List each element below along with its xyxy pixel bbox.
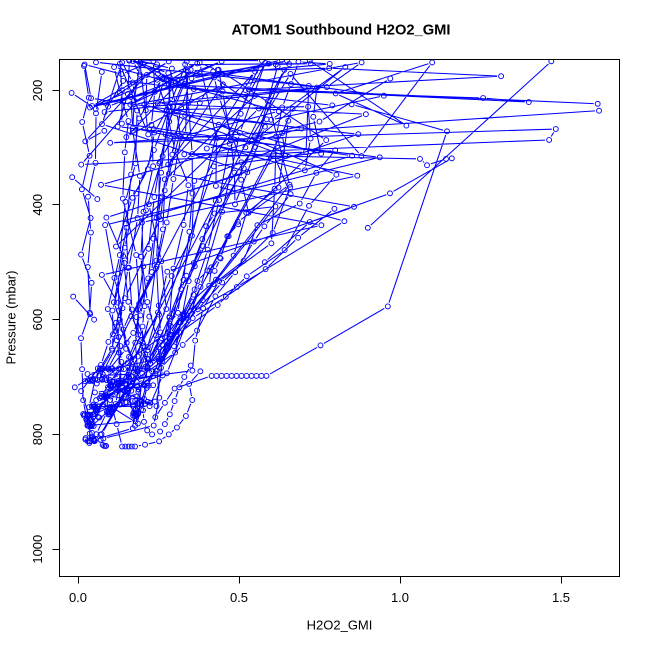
svg-text:1.5: 1.5 xyxy=(552,590,570,605)
svg-text:Pressure (mbar): Pressure (mbar) xyxy=(4,271,19,365)
svg-text:600: 600 xyxy=(30,309,45,331)
svg-text:1.0: 1.0 xyxy=(391,590,409,605)
svg-text:1000: 1000 xyxy=(30,535,45,564)
svg-text:ATOM1 Southbound H2O2_GMI: ATOM1 Southbound H2O2_GMI xyxy=(232,23,451,39)
svg-text:H2O2_GMI: H2O2_GMI xyxy=(307,618,373,633)
svg-text:0.0: 0.0 xyxy=(69,590,87,605)
svg-text:400: 400 xyxy=(30,194,45,216)
svg-text:800: 800 xyxy=(30,424,45,446)
svg-text:200: 200 xyxy=(30,80,45,102)
svg-text:0.5: 0.5 xyxy=(230,590,248,605)
